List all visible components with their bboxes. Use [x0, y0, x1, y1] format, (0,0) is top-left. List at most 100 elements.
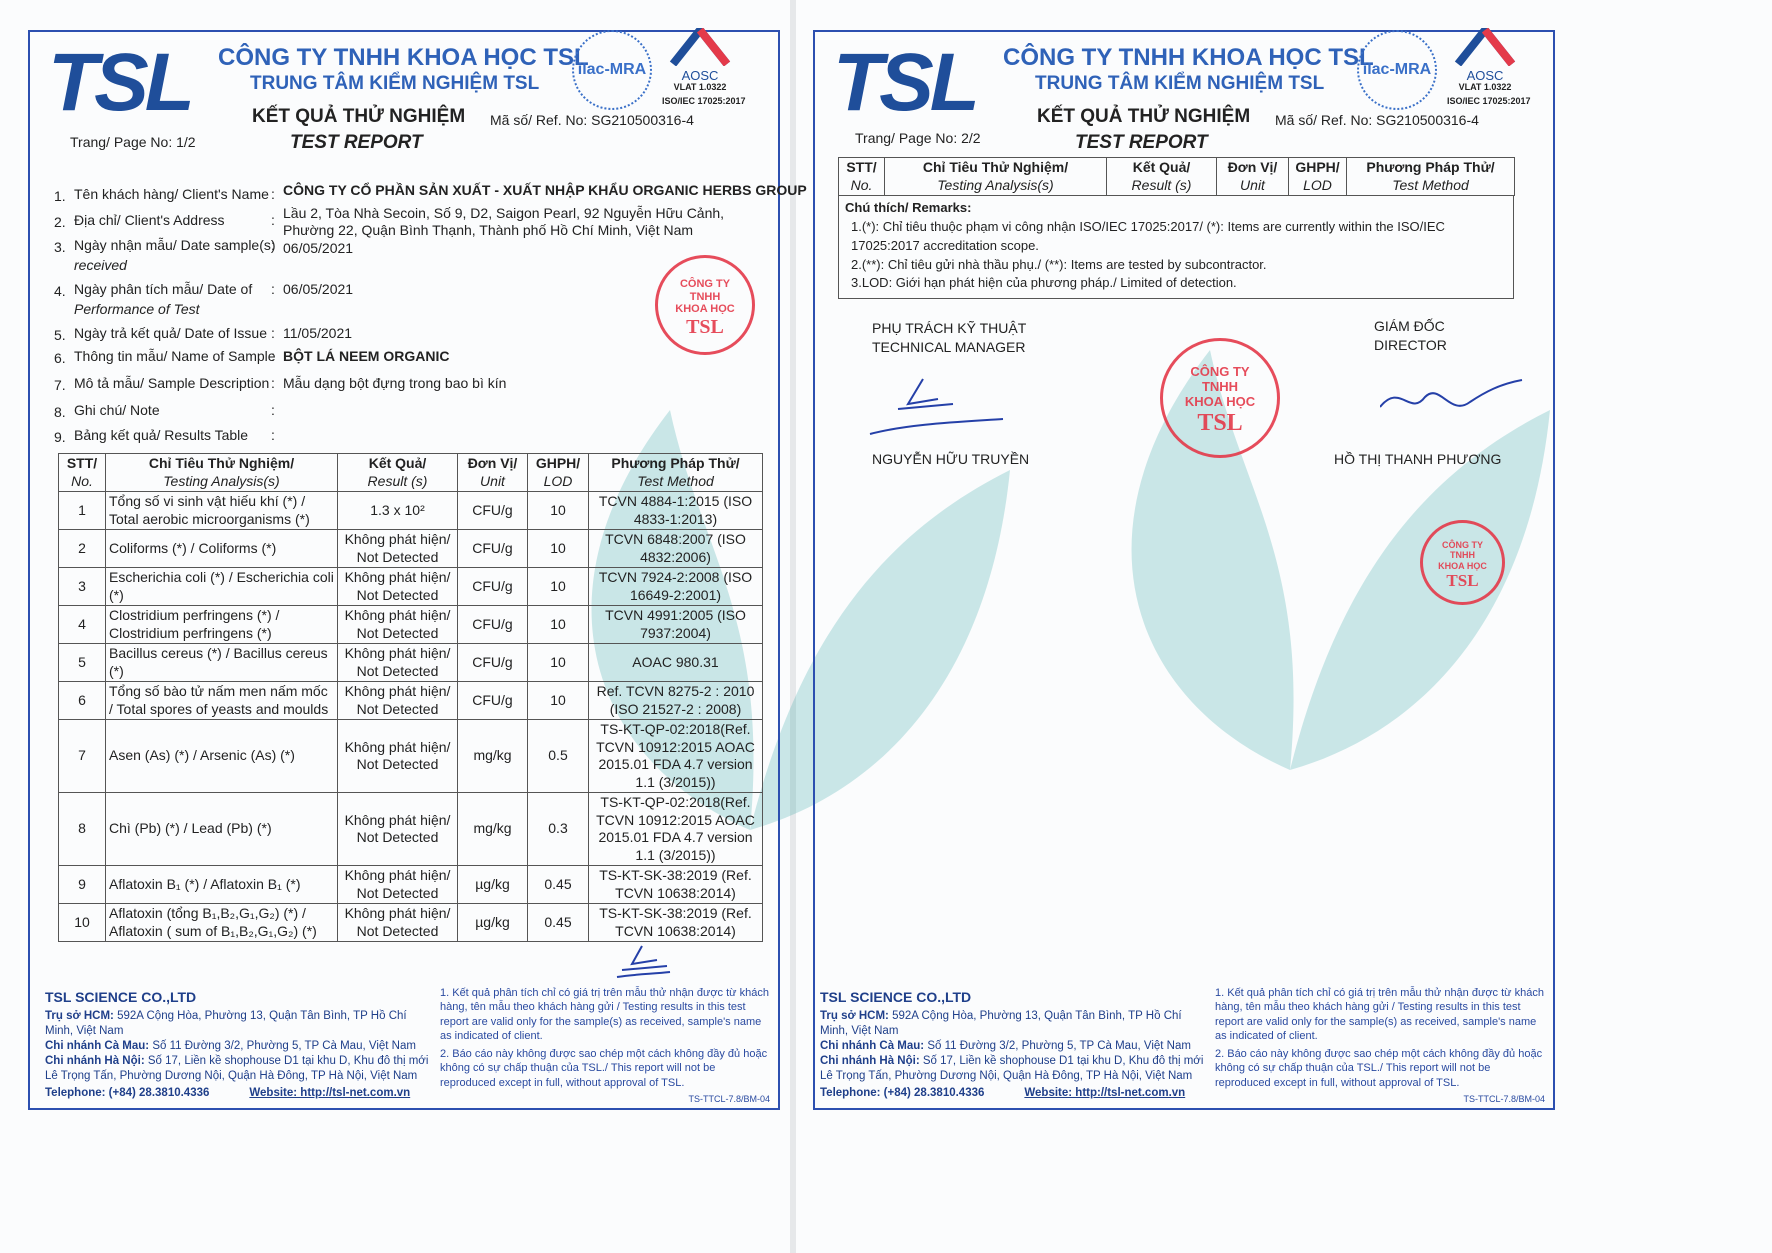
testing-analysis: Asen (As) (*) / Arsenic (As) (*) — [105, 719, 338, 793]
result: Không phát hiện/ Not Detected — [337, 792, 458, 866]
lod: 10 — [527, 605, 589, 644]
header-en: No. — [71, 472, 93, 489]
header-vn: STT/ — [846, 159, 877, 175]
stamp-text: TSL — [1446, 571, 1479, 591]
company-stamp: CÔNG TY TNHH KHOA HỌC TSL — [655, 255, 755, 355]
aosc-text: AOSC — [1466, 67, 1504, 83]
header-en: Result (s) — [367, 472, 428, 489]
result: Không phát hiện/ Not Detected — [337, 903, 458, 942]
header-en: Testing Analysis(s) — [163, 472, 280, 489]
ref-no: Mã số/ Ref. No: SG210500316-4 — [1275, 112, 1479, 128]
info-number: 2. — [54, 214, 66, 230]
footer-line: Chi nhánh Hà Nội: Số 17, Liền kề shophou… — [820, 1054, 1208, 1084]
result: Không phát hiện/ Not Detected — [337, 719, 458, 793]
signature-initials — [612, 944, 672, 985]
tech-manager-title: PHỤ TRÁCH KỸ THUẬT — [872, 320, 1027, 336]
page-number: Trang/ Page No: 2/2 — [855, 130, 981, 146]
test-method: TCVN 6848:2007 (ISO 4832:2006) — [588, 529, 763, 568]
info-value: 06/05/2021 — [283, 281, 354, 297]
header-vn: Chỉ Tiêu Thử Nghiệm/ — [922, 159, 1069, 175]
info-value: CÔNG TY CỔ PHẦN SẢN XUẤT - XUẤT NHẬP KHẨ… — [283, 182, 807, 198]
aosc-logo: AOSC VLAT 1.0322 — [1445, 23, 1525, 93]
company-name: CÔNG TY TNHH KHOA HỌC TSL — [218, 44, 589, 71]
info-label-2: received — [74, 257, 127, 273]
footer-value: Số 17, Liền kề shophouse D1 tại khu D, K… — [45, 1055, 429, 1082]
unit: CFU/g — [457, 681, 528, 720]
unit: mg/kg — [457, 792, 528, 866]
lod: 0.45 — [527, 903, 589, 942]
info-value: 11/05/2021 — [283, 325, 353, 341]
info-value: Lầu 2, Tòa Nhà Secoin, Số 9, D2, Saigon … — [283, 205, 725, 221]
column-header: STT/No. — [838, 157, 885, 196]
info-number: 4. — [54, 283, 66, 299]
footer-line: Chi nhánh Cà Mau: Số 11 Đường 3/2, Phườn… — [820, 1039, 1208, 1054]
info-value: BỘT LÁ NEEM ORGANIC — [283, 348, 450, 364]
footer-notes: 1. Kết quả phân tích chỉ có giá trị trên… — [1215, 986, 1545, 1106]
footer-label: Trụ sở HCM: — [45, 1010, 114, 1023]
stamp-text: TNHH — [689, 290, 721, 303]
header-en: Result (s) — [1131, 176, 1192, 193]
testing-analysis: Clostridium perfringens (*) / Clostridiu… — [105, 605, 338, 644]
footer-phone: Telephone: (+84) 28.3810.4336 — [820, 1086, 985, 1099]
row-number: 6 — [58, 681, 106, 720]
remarks-box: Chú thích/ Remarks: 1.(*): Chỉ tiêu thuộc… — [838, 196, 1514, 300]
column-header: Kết Quả/Result (s) — [337, 453, 458, 492]
test-method: TS-KT-SK-38:2019 (Ref. TCVN 10638:2014) — [588, 865, 763, 904]
stamp-text: CÔNG TY — [1190, 364, 1250, 379]
ref-value: SG210500316-4 — [1376, 112, 1479, 128]
info-label: Ngày trả kết quả/ Date of Issue — [74, 325, 267, 341]
footer-website[interactable]: Website: http://tsl-net.com.vn — [1024, 1086, 1186, 1099]
row-number: 1 — [58, 491, 106, 530]
unit: CFU/g — [457, 605, 528, 644]
table-row: 4 Clostridium perfringens (*) / Clostridi… — [58, 605, 763, 644]
info-number: 9. — [54, 429, 66, 445]
footer-website[interactable]: Website: http://tsl-net.com.vn — [249, 1086, 411, 1099]
aosc-text: AOSC — [681, 67, 719, 83]
info-label: Ngày phân tích mẫu/ Date of — [74, 281, 253, 297]
unit: CFU/g — [457, 643, 528, 682]
row-number: 8 — [58, 792, 106, 866]
info-colon: : — [271, 375, 275, 391]
header-vn: STT/ — [66, 455, 98, 471]
unit: µg/kg — [457, 865, 528, 904]
stamp-text: KHOA HỌC — [1438, 560, 1487, 571]
title-en: TEST REPORT — [290, 132, 423, 153]
footer-note-2: 2. Báo cáo này không được sao chép một c… — [1215, 1048, 1543, 1089]
footer-label: Trụ sở HCM: — [820, 1010, 889, 1023]
stamp-text: CÔNG TY — [1441, 540, 1483, 550]
test-method: AOAC 980.31 — [588, 643, 763, 682]
ref-label: Mã số/ Ref. No: — [490, 112, 588, 128]
title-vn: KẾT QUẢ THỬ NGHIỆM — [1037, 106, 1251, 127]
form-code: TS-TTCL-7.8/BM-04 — [688, 1094, 770, 1105]
iso-text: ISO/IEC 17025:2017 — [1447, 96, 1531, 106]
lod: 10 — [527, 491, 589, 530]
result: 1.3 x 10² — [337, 491, 458, 530]
footer-address: TSL SCIENCE CO.,LTD Trụ sở HCM: 592A Cộng… — [45, 988, 433, 1101]
footer-contact-row: Telephone: (+84) 28.3810.4336 Website: ht… — [45, 1086, 433, 1101]
center-name: TRUNG TÂM KIỂM NGHIỆM TSL — [1035, 73, 1325, 94]
row-number: 7 — [58, 719, 106, 793]
lod: 10 — [527, 681, 589, 720]
header-en: Testing Analysis(s) — [937, 176, 1054, 193]
column-header: Kết Quả/Result (s) — [1106, 157, 1217, 196]
form-code: TS-TTCL-7.8/BM-04 — [1463, 1094, 1545, 1105]
info-colon: : — [271, 402, 275, 418]
row-number: 9 — [58, 865, 106, 904]
info-number: 3. — [54, 239, 66, 255]
header-vn: Chỉ Tiêu Thử Nghiệm/ — [148, 455, 295, 471]
company-stamp: CÔNG TY TNHH KHOA HỌC TSL — [1160, 338, 1280, 458]
unit: CFU/g — [457, 567, 528, 606]
testing-analysis: Tổng số vi sinh vật hiếu khí (*) / Total… — [105, 491, 338, 530]
signature-technical — [868, 374, 1008, 443]
testing-analysis: Bacillus cereus (*) / Bacillus cereus (*… — [105, 643, 338, 682]
info-label: Thông tin mẫu/ Name of Sample — [74, 348, 276, 364]
tech-manager-title-en: TECHNICAL MANAGER — [872, 339, 1026, 355]
column-header: Chỉ Tiêu Thử Nghiệm/Testing Analysis(s) — [884, 157, 1107, 196]
title-en: TEST REPORT — [1075, 132, 1208, 153]
ilac-mra-logo: ilac-MRA — [1357, 30, 1437, 110]
header-vn: Đơn Vị/ — [467, 455, 518, 471]
footer-notes: 1. Kết quả phân tích chỉ có giá trị trên… — [440, 986, 770, 1106]
info-label: Ngày nhận mẫu/ Date sample(s) — [74, 237, 276, 253]
header-en: Unit — [480, 472, 505, 489]
info-number: 5. — [54, 327, 66, 343]
